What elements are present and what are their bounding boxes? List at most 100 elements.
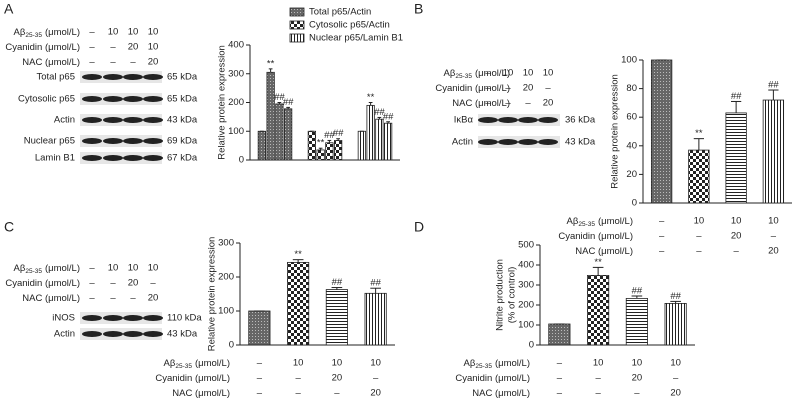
table-cell: – <box>150 278 156 289</box>
label-text: Aβ <box>464 358 476 369</box>
table-cell: – <box>545 83 551 94</box>
table-cell: 20 <box>523 83 534 94</box>
table-cell: – <box>659 216 665 227</box>
row-label: Aβ25-35 (μmol/L) <box>444 68 510 80</box>
error-bar <box>631 295 643 299</box>
table-cell: 20 <box>731 231 742 242</box>
label-text: Cyanidin (μmol/L) <box>5 42 80 53</box>
row-label: NAC (μmol/L) <box>22 57 80 68</box>
bar <box>257 130 266 161</box>
label-sub: 25-35 <box>578 221 595 228</box>
table-cell: – <box>130 57 136 68</box>
label-text: NAC (μmol/L) <box>22 293 80 304</box>
error-bar <box>731 100 742 113</box>
error-bar <box>277 102 282 104</box>
band-label: Cytosolic p65 <box>18 94 75 105</box>
table-cell: – <box>673 373 679 384</box>
band <box>478 139 498 145</box>
table-cell: 10 <box>593 358 604 369</box>
band-kda: 65 kDa <box>167 72 198 83</box>
error-bar <box>670 300 681 304</box>
band <box>82 138 102 144</box>
legend-swatch <box>289 20 305 30</box>
panel-letter: A <box>4 1 14 17</box>
band-kda: 36 kDa <box>565 115 596 126</box>
error-bar <box>292 259 304 263</box>
label-unit: (μmol/L) <box>475 68 510 79</box>
label-unit: (μmol/L) <box>195 358 230 369</box>
label-text: NAC (μmol/L) <box>172 388 230 399</box>
legend-swatch <box>289 33 305 43</box>
table-cell: 10 <box>128 263 139 274</box>
bar <box>248 310 271 346</box>
row-label: Aβ25-35 (μmol/L) <box>464 358 530 370</box>
y-tick-label: 60 <box>626 112 637 123</box>
band-kda: 43 kDa <box>167 115 198 126</box>
table-cell: – <box>595 388 601 399</box>
band <box>123 96 143 102</box>
error-bar <box>286 106 290 109</box>
legend-label: Nuclear p65/Lamin B1 <box>309 33 403 44</box>
table-cell: – <box>110 293 116 304</box>
table-cell: – <box>295 373 301 384</box>
table-cell: – <box>110 278 116 289</box>
table-cell: 20 <box>632 373 643 384</box>
table-cell: – <box>89 42 95 53</box>
bar <box>287 261 310 346</box>
table-cell: 10 <box>670 358 681 369</box>
table-cell: 20 <box>670 388 681 399</box>
bar <box>762 99 785 204</box>
table-cell: 10 <box>332 358 343 369</box>
significance: ## <box>370 278 381 289</box>
error-bar <box>386 121 390 124</box>
band <box>143 74 163 80</box>
band <box>518 117 538 123</box>
error-bar <box>592 266 604 276</box>
error-bar <box>336 138 340 141</box>
band-label: Actin <box>54 115 75 126</box>
bar <box>364 292 387 346</box>
significance: ** <box>267 58 275 69</box>
significance: ** <box>695 128 703 139</box>
row-label: NAC (μmol/L) <box>22 293 80 304</box>
bar <box>625 297 648 346</box>
band-kda: 67 kDa <box>167 153 198 164</box>
table-cell: 20 <box>332 373 343 384</box>
label-text: Cyanidin (μmol/L) <box>5 278 80 289</box>
band-kda: 110 kDa <box>167 313 202 324</box>
y-tick-label: 400 <box>228 40 244 51</box>
panel-letter: B <box>414 1 423 17</box>
table-cell: – <box>595 373 601 384</box>
label-text: NAC (μmol/L) <box>472 388 530 399</box>
table-cell: – <box>771 231 777 242</box>
band <box>143 117 163 123</box>
band <box>143 155 163 161</box>
table-cell: – <box>485 68 491 79</box>
bar <box>688 149 710 204</box>
table-cell: – <box>89 263 95 274</box>
panel-letter: C <box>4 219 14 235</box>
bar <box>325 289 348 346</box>
table-cell: – <box>130 293 136 304</box>
band-label: Nuclear p65 <box>24 136 75 147</box>
error-bar <box>370 287 381 294</box>
row-label: Aβ25-35 (μmol/L) <box>14 263 80 275</box>
label-text: Aβ <box>164 358 176 369</box>
band <box>82 117 102 123</box>
table-cell: 10 <box>108 27 119 38</box>
label-sub: 25-35 <box>25 268 42 275</box>
error-bar <box>768 89 779 101</box>
bar <box>325 142 334 161</box>
band <box>82 155 102 161</box>
row-label: Cyanidin (μmol/L) <box>5 42 80 53</box>
table-cell: 10 <box>523 68 534 79</box>
bar <box>650 59 673 204</box>
band <box>143 331 163 337</box>
label-sub: 25-35 <box>475 363 492 370</box>
band <box>103 117 123 123</box>
y-tick-label: 100 <box>518 320 534 331</box>
table-cell: – <box>696 246 702 257</box>
y-axis-label: Relative protein expression <box>217 45 228 160</box>
label-text: Aβ <box>14 263 26 274</box>
band <box>123 315 143 321</box>
